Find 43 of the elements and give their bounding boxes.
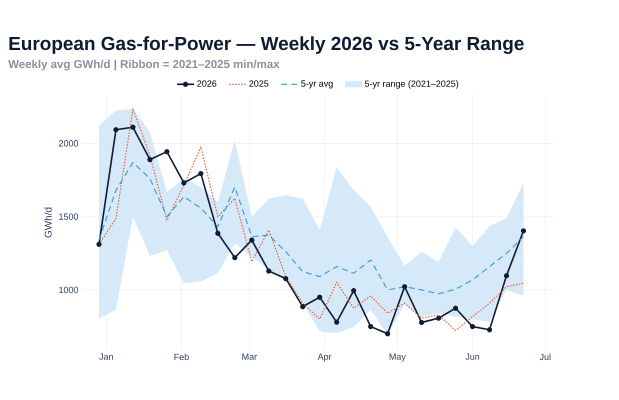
x-tick-label: Jul [540, 354, 550, 360]
point [402, 284, 408, 290]
point [96, 242, 102, 247]
point [249, 237, 254, 243]
legend-label: 5-yr range (2021–2025) [364, 80, 458, 89]
chart-title: European Gas-for-Power — Weekly 2026 vs 5-Year Range [9, 36, 524, 54]
point [147, 157, 153, 162]
point [520, 228, 526, 234]
chart-subtitle: Weekly avg GWh/d | Ribbon = 2021–2025 min/max [8, 60, 280, 71]
point [385, 331, 390, 336]
point [334, 320, 340, 325]
point [130, 124, 136, 130]
point [452, 306, 458, 311]
x-tick-label: Mar [242, 354, 257, 360]
point [300, 304, 306, 310]
legend-label: 2026 [197, 80, 216, 87]
point [198, 170, 204, 176]
legend-label: 5-yr avg [301, 80, 333, 88]
x-tick-label: Apr [318, 354, 332, 362]
x-tick-label: Jun [465, 354, 480, 360]
point [486, 327, 492, 332]
x-tick-label: Feb [174, 354, 189, 360]
point [436, 316, 442, 321]
legend-label: 2025 [249, 80, 268, 87]
y-axis-title: GWh/d [44, 208, 52, 238]
point [266, 268, 272, 274]
point [181, 180, 186, 186]
y-tick-label: 1500 [59, 213, 78, 220]
point [232, 255, 238, 260]
point [164, 149, 170, 154]
x-tick-label: Jan [99, 354, 113, 360]
y-tick-label: 2000 [58, 140, 78, 147]
point [470, 324, 476, 330]
point [504, 273, 510, 278]
point [351, 288, 356, 294]
point [419, 320, 424, 326]
point [215, 230, 220, 236]
point [283, 276, 288, 282]
point [113, 127, 119, 132]
y-tick-label: 1000 [59, 286, 78, 294]
x-tick-label: May [390, 354, 406, 362]
point [368, 324, 374, 330]
point [317, 294, 322, 300]
